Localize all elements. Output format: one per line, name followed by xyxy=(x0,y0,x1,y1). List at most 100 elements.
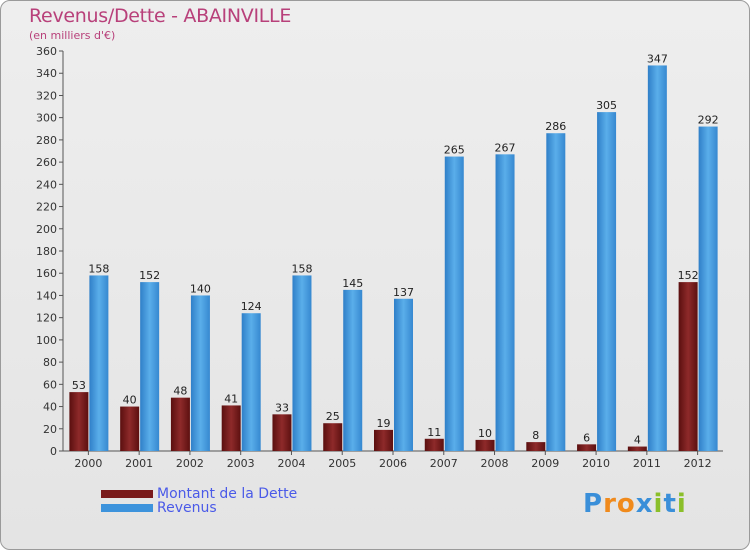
data-label-debt: 53 xyxy=(72,379,86,392)
bar-debt xyxy=(323,423,343,451)
chart-bars xyxy=(69,65,718,452)
data-label-revenue: 145 xyxy=(342,277,363,290)
y-tick-label: 120 xyxy=(36,312,57,325)
data-label-revenue: 158 xyxy=(291,262,312,275)
logo-letter: i xyxy=(676,489,687,519)
bar-revenue xyxy=(292,275,312,451)
bar-revenue xyxy=(444,156,464,452)
data-label-revenue: 140 xyxy=(190,282,211,295)
bar-debt xyxy=(170,397,190,451)
bar-revenue xyxy=(597,112,617,451)
y-tick-label: 0 xyxy=(50,445,57,458)
bar-revenue xyxy=(89,275,109,451)
bar-debt xyxy=(526,442,546,451)
x-tick-label: 2003 xyxy=(227,457,255,470)
logo-letter: x xyxy=(635,489,654,519)
bar-debt xyxy=(424,438,444,451)
logo-letter: o xyxy=(616,489,636,519)
legend-item-revenue: Revenus xyxy=(101,500,297,516)
data-label-debt: 19 xyxy=(377,417,391,430)
y-tick-label: 200 xyxy=(36,223,57,236)
x-tick-label: 2012 xyxy=(684,457,712,470)
legend-item-debt: Montant de la Dette xyxy=(101,486,298,502)
x-tick-label: 2006 xyxy=(379,457,407,470)
data-label-revenue: 152 xyxy=(139,269,160,282)
x-tick-label: 2009 xyxy=(531,457,559,470)
data-label-debt: 11 xyxy=(427,426,441,439)
data-label-revenue: 347 xyxy=(647,52,668,65)
x-tick-label: 2004 xyxy=(277,457,305,470)
bar-revenue xyxy=(190,295,210,451)
x-tick-label: 2000 xyxy=(74,457,102,470)
bar-revenue xyxy=(698,126,718,452)
x-tick-label: 2001 xyxy=(125,457,153,470)
x-tick-label: 2007 xyxy=(430,457,458,470)
chart-subtitle: (en milliers d'€) xyxy=(29,29,116,42)
y-tick-label: 340 xyxy=(36,67,57,80)
y-tick-label: 180 xyxy=(36,245,57,258)
data-label-revenue: 286 xyxy=(545,120,566,133)
x-tick-label: 2005 xyxy=(328,457,356,470)
logo-letter: i xyxy=(653,489,664,519)
data-label-debt: 4 xyxy=(634,434,641,447)
data-label-debt: 152 xyxy=(678,269,699,282)
bar-revenue xyxy=(647,65,667,451)
y-tick-label: 320 xyxy=(36,89,57,102)
y-tick-label: 220 xyxy=(36,201,57,214)
y-tick-label: 100 xyxy=(36,334,57,347)
data-label-debt: 48 xyxy=(173,385,187,398)
y-tick-label: 260 xyxy=(36,156,57,169)
bar-debt xyxy=(475,439,495,451)
data-label-revenue: 292 xyxy=(698,114,719,127)
data-label-debt: 33 xyxy=(275,401,289,414)
y-tick-label: 20 xyxy=(43,423,57,436)
bar-revenue xyxy=(394,298,413,451)
bar-revenue xyxy=(495,154,515,452)
y-tick-label: 60 xyxy=(43,378,57,391)
bar-debt xyxy=(120,406,140,451)
bar-revenue xyxy=(546,133,566,451)
logo-letter: P xyxy=(583,489,604,519)
logo-letter: t xyxy=(663,489,677,519)
data-label-debt: 25 xyxy=(326,410,340,423)
bar-debt xyxy=(374,429,393,451)
bar-debt xyxy=(69,392,89,451)
data-label-debt: 10 xyxy=(478,427,492,440)
bar-debt xyxy=(221,405,241,451)
bar-debt xyxy=(272,414,292,451)
data-label-revenue: 265 xyxy=(444,144,465,157)
legend-label-debt: Montant de la Dette xyxy=(157,486,298,502)
y-tick-label: 300 xyxy=(36,112,57,125)
bar-debt xyxy=(678,282,698,451)
data-label-debt: 41 xyxy=(224,392,238,405)
bar-debt xyxy=(577,444,597,451)
data-label-revenue: 267 xyxy=(495,141,516,154)
y-tick-label: 140 xyxy=(36,289,57,302)
data-label-debt: 8 xyxy=(532,429,539,442)
data-label-revenue: 305 xyxy=(596,99,617,112)
chart-title: Revenus/Dette - ABAINVILLE xyxy=(29,5,292,27)
y-tick-label: 240 xyxy=(36,178,57,191)
chart-labels: 2000531582001401522002481402003411242004… xyxy=(72,52,719,470)
y-tick-label: 40 xyxy=(43,401,57,414)
data-label-revenue: 137 xyxy=(393,286,414,299)
data-label-revenue: 158 xyxy=(88,262,109,275)
x-tick-label: 2002 xyxy=(176,457,204,470)
legend-label-revenue: Revenus xyxy=(157,500,217,516)
bar-revenue xyxy=(241,313,261,451)
bar-revenue xyxy=(343,289,363,451)
y-tick-label: 80 xyxy=(43,356,57,369)
x-tick-label: 2008 xyxy=(481,457,509,470)
bar-debt xyxy=(627,446,647,451)
logo-letter: r xyxy=(603,489,617,519)
bar-revenue xyxy=(140,282,160,451)
legend-swatch-debt xyxy=(101,490,153,498)
chart-axes: 0 20 40 60 80 100 120 140 160 180 200 220 240 260 280 3… xyxy=(36,45,723,458)
y-tick-label: 360 xyxy=(36,45,57,58)
y-tick-label: 280 xyxy=(36,134,57,147)
legend: Montant de la Dette Revenus xyxy=(101,486,298,516)
proxiti-logo: Proxiti xyxy=(583,489,687,519)
y-tick-label: 160 xyxy=(36,267,57,280)
